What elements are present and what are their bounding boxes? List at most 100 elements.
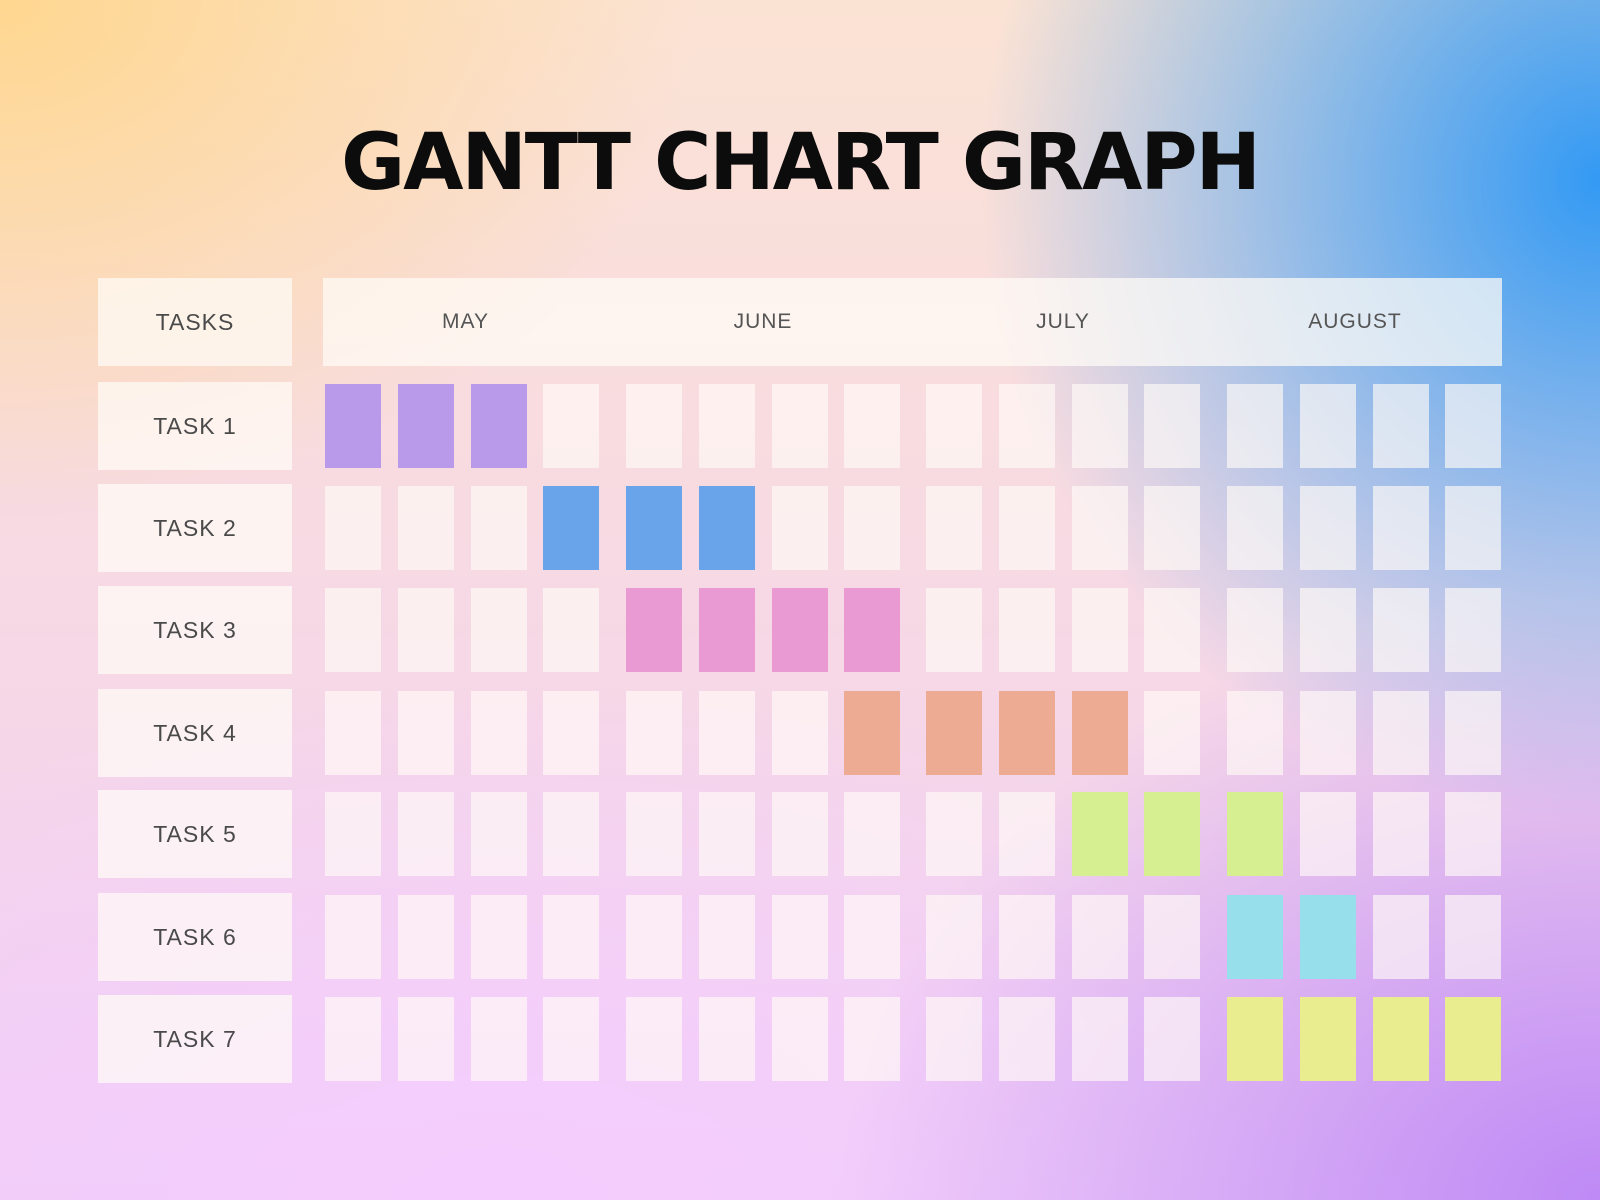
timeline-slot xyxy=(844,895,900,979)
task-label-text: TASK 4 xyxy=(153,719,237,746)
timeline-slot xyxy=(1300,691,1356,775)
timeline-slot xyxy=(926,792,982,876)
timeline-slot xyxy=(1373,486,1429,570)
gantt-bar-segment xyxy=(1072,792,1128,876)
gantt-bar-segment xyxy=(699,486,755,570)
timeline-slot xyxy=(626,792,682,876)
timeline-slot xyxy=(398,691,454,775)
month-header: MAY JUNE JULY AUGUST xyxy=(323,278,1502,366)
timeline-slot xyxy=(398,486,454,570)
timeline-slot xyxy=(926,588,982,672)
timeline-slot xyxy=(471,691,527,775)
timeline-slot xyxy=(999,384,1055,468)
timeline-slot xyxy=(471,895,527,979)
gantt-bar-segment xyxy=(398,384,454,468)
timeline-slot xyxy=(1227,384,1283,468)
timeline-slot xyxy=(543,895,599,979)
gantt-bar-segment xyxy=(1445,997,1501,1081)
task-label-3: TASK 3 xyxy=(98,586,292,674)
task-label-text: TASK 7 xyxy=(153,1025,237,1052)
gantt-bar-segment xyxy=(844,588,900,672)
chart-title: GANTT CHART GRAPH xyxy=(341,118,1261,208)
timeline-slot xyxy=(1373,588,1429,672)
timeline-slot xyxy=(1227,588,1283,672)
task-label-1: TASK 1 xyxy=(98,382,292,470)
gantt-bar-segment xyxy=(699,588,755,672)
timeline-slot xyxy=(1144,588,1200,672)
timeline-slot xyxy=(926,384,982,468)
task-label-2: TASK 2 xyxy=(98,484,292,572)
task-label-6: TASK 6 xyxy=(98,893,292,981)
timeline-slot xyxy=(398,792,454,876)
timeline-slot xyxy=(325,997,381,1081)
timeline-slot xyxy=(543,691,599,775)
timeline-slot xyxy=(1072,384,1128,468)
gantt-bar-segment xyxy=(844,691,900,775)
task-label-text: TASK 1 xyxy=(153,412,237,439)
timeline-slot xyxy=(1144,691,1200,775)
timeline-slot xyxy=(1373,895,1429,979)
task-label-text: TASK 3 xyxy=(153,616,237,643)
gantt-bar-segment xyxy=(543,486,599,570)
gantt-bar-segment xyxy=(1300,997,1356,1081)
timeline-slot xyxy=(471,997,527,1081)
timeline-slot xyxy=(1144,384,1200,468)
timeline-slot xyxy=(999,588,1055,672)
timeline-slot xyxy=(772,895,828,979)
timeline-slot xyxy=(844,384,900,468)
timeline-slot xyxy=(1300,486,1356,570)
timeline-slot xyxy=(543,384,599,468)
timeline-slot xyxy=(1445,895,1501,979)
timeline-slot xyxy=(471,588,527,672)
timeline-slot xyxy=(1144,895,1200,979)
timeline-slot xyxy=(325,486,381,570)
timeline-slot xyxy=(699,895,755,979)
timeline-slot xyxy=(1072,588,1128,672)
month-label-may: MAY xyxy=(442,310,489,333)
tasks-header-label: TASKS xyxy=(155,308,235,335)
gantt-bar-segment xyxy=(1144,792,1200,876)
gantt-bar-segment xyxy=(999,691,1055,775)
gantt-bar-segment xyxy=(1227,792,1283,876)
timeline-slot xyxy=(471,486,527,570)
timeline-slot xyxy=(926,486,982,570)
tasks-header: TASKS xyxy=(98,278,292,366)
timeline-slot xyxy=(626,384,682,468)
timeline-slot xyxy=(1373,792,1429,876)
timeline-slot xyxy=(926,997,982,1081)
timeline-slot xyxy=(626,691,682,775)
timeline-slot xyxy=(926,895,982,979)
timeline-slot xyxy=(1445,486,1501,570)
month-label-july: JULY xyxy=(1036,310,1090,333)
task-label-text: TASK 2 xyxy=(153,514,237,541)
timeline-slot xyxy=(772,486,828,570)
task-label-7: TASK 7 xyxy=(98,995,292,1083)
timeline-slot xyxy=(325,792,381,876)
timeline-slot xyxy=(844,486,900,570)
gantt-bar-segment xyxy=(471,384,527,468)
timeline-slot xyxy=(1144,997,1200,1081)
timeline-slot xyxy=(1300,384,1356,468)
task-label-4: TASK 4 xyxy=(98,689,292,777)
task-label-text: TASK 5 xyxy=(153,820,237,847)
gantt-bar-segment xyxy=(626,588,682,672)
timeline-slot xyxy=(699,792,755,876)
timeline-slot xyxy=(1445,691,1501,775)
timeline-slot xyxy=(999,997,1055,1081)
timeline-slot xyxy=(844,997,900,1081)
gantt-bar-segment xyxy=(1373,997,1429,1081)
task-label-5: TASK 5 xyxy=(98,790,292,878)
timeline-slot xyxy=(1300,588,1356,672)
timeline-slot xyxy=(543,997,599,1081)
timeline-slot xyxy=(1072,486,1128,570)
task-label-text: TASK 6 xyxy=(153,923,237,950)
gantt-bar-segment xyxy=(1227,997,1283,1081)
timeline-slot xyxy=(1373,691,1429,775)
timeline-slot xyxy=(1445,384,1501,468)
gantt-bar-segment xyxy=(1072,691,1128,775)
timeline-slot xyxy=(999,792,1055,876)
month-label-june: JUNE xyxy=(733,310,793,333)
timeline-slot xyxy=(772,997,828,1081)
timeline-slot xyxy=(398,588,454,672)
month-label-august: AUGUST xyxy=(1308,310,1402,333)
